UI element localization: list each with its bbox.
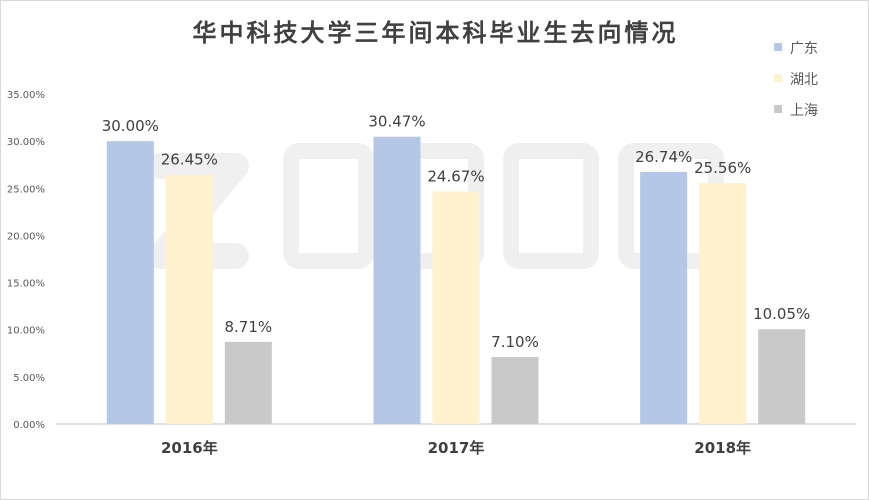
chart-title: 华中科技大学三年间本科毕业生去向情况 bbox=[192, 18, 679, 47]
bar-上海 bbox=[491, 357, 539, 424]
bar-广东 bbox=[640, 171, 688, 424]
bar-上海 bbox=[758, 329, 806, 424]
bar-广东 bbox=[373, 136, 421, 424]
data-label: 30.47% bbox=[368, 113, 425, 131]
legend-swatch bbox=[774, 74, 782, 82]
y-tick-label: 20.00% bbox=[7, 231, 45, 242]
data-label: 30.00% bbox=[102, 117, 159, 135]
y-tick-label: 35.00% bbox=[7, 90, 45, 101]
x-category-label: 2017年 bbox=[428, 439, 485, 457]
data-label: 7.10% bbox=[491, 333, 539, 351]
x-category-label: 2016年 bbox=[161, 439, 218, 457]
data-label: 25.56% bbox=[694, 159, 751, 177]
y-tick-label: 10.00% bbox=[7, 326, 45, 337]
data-label: 26.74% bbox=[635, 148, 692, 166]
y-tick-label: 5.00% bbox=[13, 373, 45, 384]
legend-label: 湖北 bbox=[790, 72, 818, 88]
data-label: 10.05% bbox=[753, 305, 810, 323]
data-label: 26.45% bbox=[161, 151, 218, 169]
bar-上海 bbox=[224, 341, 272, 424]
y-tick-label: 30.00% bbox=[7, 137, 45, 148]
y-tick-label: 25.00% bbox=[7, 184, 45, 195]
bar-湖北 bbox=[432, 191, 480, 424]
legend-label: 上海 bbox=[790, 103, 818, 119]
legend-swatch bbox=[774, 43, 782, 51]
data-label: 8.71% bbox=[225, 318, 273, 336]
y-tick-label: 15.00% bbox=[7, 279, 45, 290]
legend-label: 广东 bbox=[790, 41, 818, 57]
bar-湖北 bbox=[165, 174, 213, 424]
data-label: 24.67% bbox=[427, 167, 484, 185]
x-category-label: 2018年 bbox=[694, 439, 751, 457]
y-tick-label: 0.00% bbox=[13, 420, 45, 431]
bar-湖北 bbox=[699, 183, 747, 424]
bar-广东 bbox=[106, 141, 154, 424]
legend-swatch bbox=[774, 105, 782, 113]
